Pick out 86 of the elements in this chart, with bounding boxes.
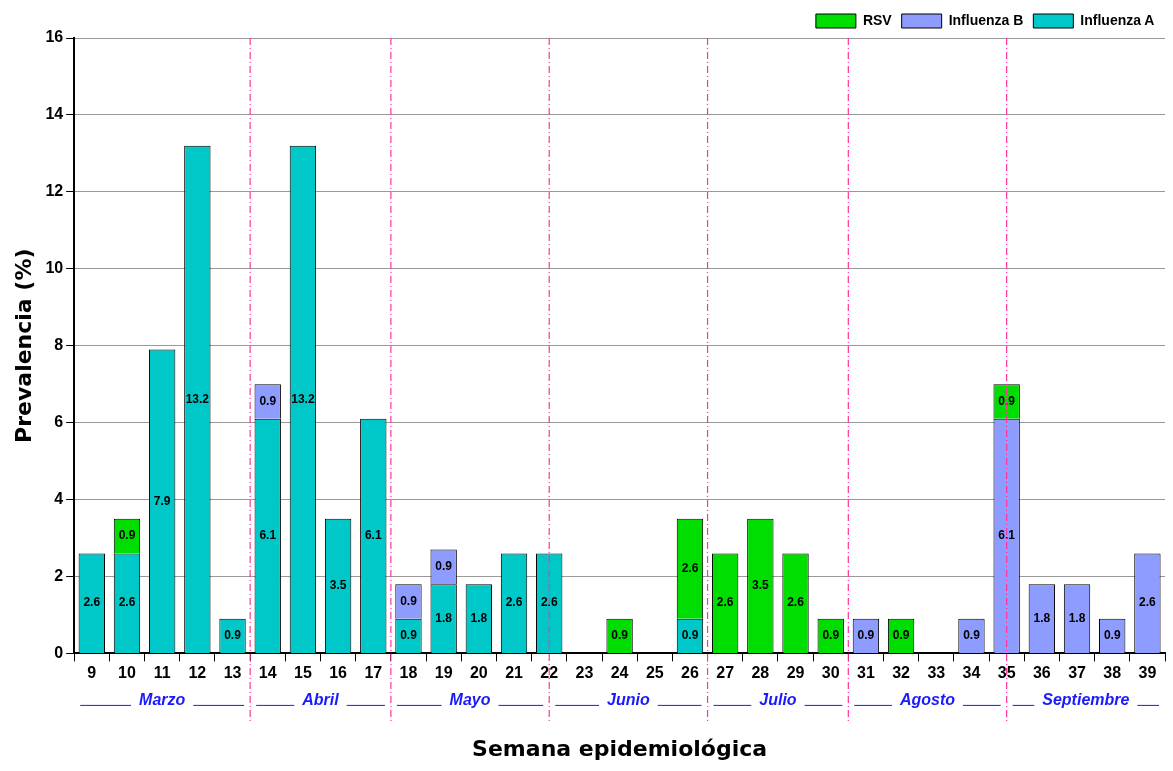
x-tick-label: 31 bbox=[857, 664, 875, 682]
data-label: 6.1 bbox=[259, 528, 277, 543]
y-tick-label: 12 bbox=[45, 182, 64, 200]
data-label: 2.6 bbox=[540, 595, 558, 610]
data-label: 0.9 bbox=[118, 528, 136, 543]
x-tick-label: 13 bbox=[223, 664, 242, 682]
x-tick-label: 15 bbox=[294, 664, 312, 682]
x-tick-label: 26 bbox=[681, 664, 699, 682]
x-tick-label: 25 bbox=[645, 664, 664, 682]
y-tick-label: 8 bbox=[54, 336, 64, 354]
text: Septiembre bbox=[1042, 690, 1130, 708]
text: Abril bbox=[301, 690, 340, 708]
y-tick-label: 16 bbox=[45, 28, 64, 46]
y-tick-label: 0 bbox=[54, 643, 64, 661]
x-tick-label: 24 bbox=[610, 664, 629, 682]
text: Junio bbox=[607, 690, 650, 708]
data-label: 0.9 bbox=[611, 628, 629, 643]
x-tick-label: 36 bbox=[1032, 664, 1051, 682]
x-tick-label: 21 bbox=[505, 664, 524, 682]
data-label: 3.5 bbox=[752, 578, 770, 593]
data-label: 2.6 bbox=[118, 595, 136, 610]
text: Mayo bbox=[449, 690, 491, 708]
data-label: 1.8 bbox=[435, 610, 453, 625]
x-tick-label: 22 bbox=[540, 664, 559, 682]
x-tick-label: 33 bbox=[927, 664, 946, 682]
data-label: 0.9 bbox=[400, 593, 418, 608]
y-tick-label: 14 bbox=[45, 105, 64, 123]
data-label: 0.9 bbox=[857, 628, 875, 643]
x-tick-label: 10 bbox=[118, 664, 136, 682]
y-tick-label: 2 bbox=[54, 566, 64, 584]
data-label: 1.8 bbox=[1033, 610, 1051, 625]
x-tick-label: 38 bbox=[1103, 664, 1122, 682]
legend-label: RSV bbox=[862, 11, 893, 28]
data-label: 2.6 bbox=[1139, 595, 1157, 610]
x-tick-label: 11 bbox=[153, 664, 171, 682]
x-tick-label: 14 bbox=[258, 664, 277, 682]
x-tick-label: 17 bbox=[364, 664, 383, 682]
data-label: 2.6 bbox=[83, 595, 101, 610]
y-tick-label: 4 bbox=[54, 489, 64, 507]
data-label: 6.1 bbox=[364, 528, 382, 543]
data-label: 6.1 bbox=[998, 528, 1016, 543]
data-label: 0.9 bbox=[259, 393, 277, 408]
x-tick-label: 12 bbox=[188, 664, 207, 682]
data-label: 2.6 bbox=[716, 595, 734, 610]
data-label: 1.8 bbox=[1068, 610, 1086, 625]
data-label: 13.2 bbox=[291, 391, 315, 406]
x-tick-label: 16 bbox=[329, 664, 348, 682]
data-label: 2.6 bbox=[505, 595, 523, 610]
x-tick-label: 37 bbox=[1068, 664, 1087, 682]
data-label: 2.6 bbox=[787, 595, 805, 610]
data-label: 0.9 bbox=[892, 628, 910, 643]
x-tick-label: 23 bbox=[575, 664, 594, 682]
x-axis-title: Semana epidemiológica bbox=[472, 735, 768, 761]
data-label: 0.9 bbox=[400, 628, 418, 643]
x-tick-label: 20 bbox=[469, 664, 488, 682]
data-label: 0.9 bbox=[1103, 628, 1121, 643]
y-axis-title: Prevalencia (%) bbox=[10, 248, 36, 443]
data-label: 3.5 bbox=[329, 578, 347, 593]
x-tick-label: 35 bbox=[997, 664, 1016, 682]
data-label: 0.9 bbox=[224, 628, 242, 643]
legend-label: Influenza A bbox=[1080, 11, 1155, 28]
data-label: 1.8 bbox=[470, 610, 488, 625]
data-label: 2.6 bbox=[681, 561, 699, 576]
data-label: 0.9 bbox=[998, 393, 1016, 408]
data-label: 0.9 bbox=[822, 628, 840, 643]
data-label: 0.9 bbox=[435, 559, 453, 574]
y-tick-label: 6 bbox=[54, 413, 64, 431]
x-tick-label: 18 bbox=[399, 664, 418, 682]
x-tick-label: 28 bbox=[751, 664, 770, 682]
x-tick-label: 19 bbox=[434, 664, 453, 682]
x-tick-label: 27 bbox=[716, 664, 735, 682]
x-tick-label: 32 bbox=[892, 664, 911, 682]
text: Julio bbox=[759, 690, 797, 708]
data-label: 0.9 bbox=[963, 628, 981, 643]
data-label: 0.9 bbox=[681, 628, 699, 643]
data-label: 13.2 bbox=[185, 391, 210, 406]
x-tick-label: 34 bbox=[962, 664, 981, 682]
data-label: 7.9 bbox=[153, 493, 171, 508]
y-tick-label: 10 bbox=[45, 259, 64, 277]
text: Marzo bbox=[139, 690, 186, 708]
x-tick-label: 29 bbox=[786, 664, 805, 682]
x-tick-label: 39 bbox=[1138, 664, 1157, 682]
x-tick-label: 9 bbox=[87, 664, 97, 682]
x-tick-label: 30 bbox=[821, 664, 840, 682]
text: Agosto bbox=[898, 690, 956, 708]
legend-label: Influenza B bbox=[948, 11, 1024, 28]
